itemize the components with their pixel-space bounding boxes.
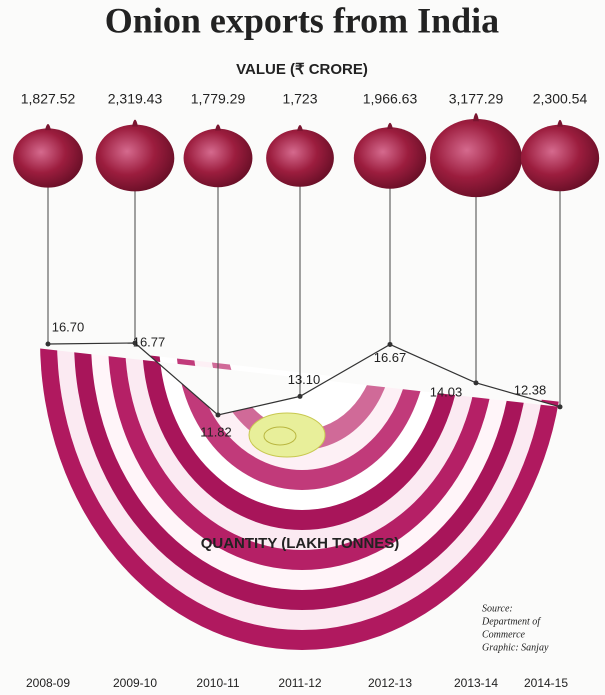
value-label: 1,966.63 xyxy=(363,91,418,107)
quantity-label: 12.38 xyxy=(514,382,547,397)
quantity-label: 16.70 xyxy=(52,319,85,334)
onion xyxy=(521,125,599,192)
value-label: 1,723 xyxy=(282,91,317,107)
x-tick-label: 2011-12 xyxy=(278,676,321,690)
onion xyxy=(354,127,426,189)
x-tick-label: 2013-14 xyxy=(454,676,498,690)
quantity-label: 16.67 xyxy=(374,350,407,365)
x-tick-label: 2009-10 xyxy=(113,676,157,690)
quantity-point xyxy=(216,413,221,418)
value-label: 2,319.43 xyxy=(108,91,163,107)
onion xyxy=(13,128,83,187)
source: Commerce xyxy=(482,629,526,640)
source: Department of xyxy=(481,616,541,627)
quantity-label: 14.03 xyxy=(430,384,463,399)
onion xyxy=(266,129,334,187)
quantity-point xyxy=(558,404,563,409)
value-label: 2,300.54 xyxy=(533,91,588,107)
onion xyxy=(96,125,175,192)
x-tick-label: 2012-13 xyxy=(368,676,412,690)
value-label: 1,779.29 xyxy=(191,91,246,107)
value-label: 3,177.29 xyxy=(449,91,504,107)
page: 1,827.52 2,319.43 1,779.29 1,723 1,966.63 3,1… xyxy=(0,0,605,695)
onion xyxy=(430,119,522,197)
credit: Graphic: Sanjay xyxy=(482,642,549,653)
onion-core xyxy=(249,413,325,457)
x-tick-label: 2010-11 xyxy=(196,676,239,690)
quantity-label: 13.10 xyxy=(288,372,321,387)
chart: 1,827.52 2,319.43 1,779.29 1,723 1,966.63 3,1… xyxy=(0,0,605,695)
quantity-label: QUANTITY (LAKH TONNES) xyxy=(201,535,400,552)
quantity-point xyxy=(474,380,479,385)
quantity-label: 11.82 xyxy=(200,424,232,439)
quantity-point xyxy=(46,342,51,347)
x-tick-label: 2014-15 xyxy=(524,676,568,690)
quantity-point xyxy=(388,342,393,347)
value-label: VALUE (₹ CRORE) xyxy=(236,61,368,78)
value-label: 1,827.52 xyxy=(21,91,76,107)
x-tick-label: 2008-09 xyxy=(26,676,70,690)
quantity-point xyxy=(298,394,303,399)
quantity-label: 16.77 xyxy=(133,334,166,349)
onion xyxy=(184,129,253,188)
source: Source: xyxy=(482,603,513,614)
chart-title: Onion exports from India xyxy=(105,0,499,40)
